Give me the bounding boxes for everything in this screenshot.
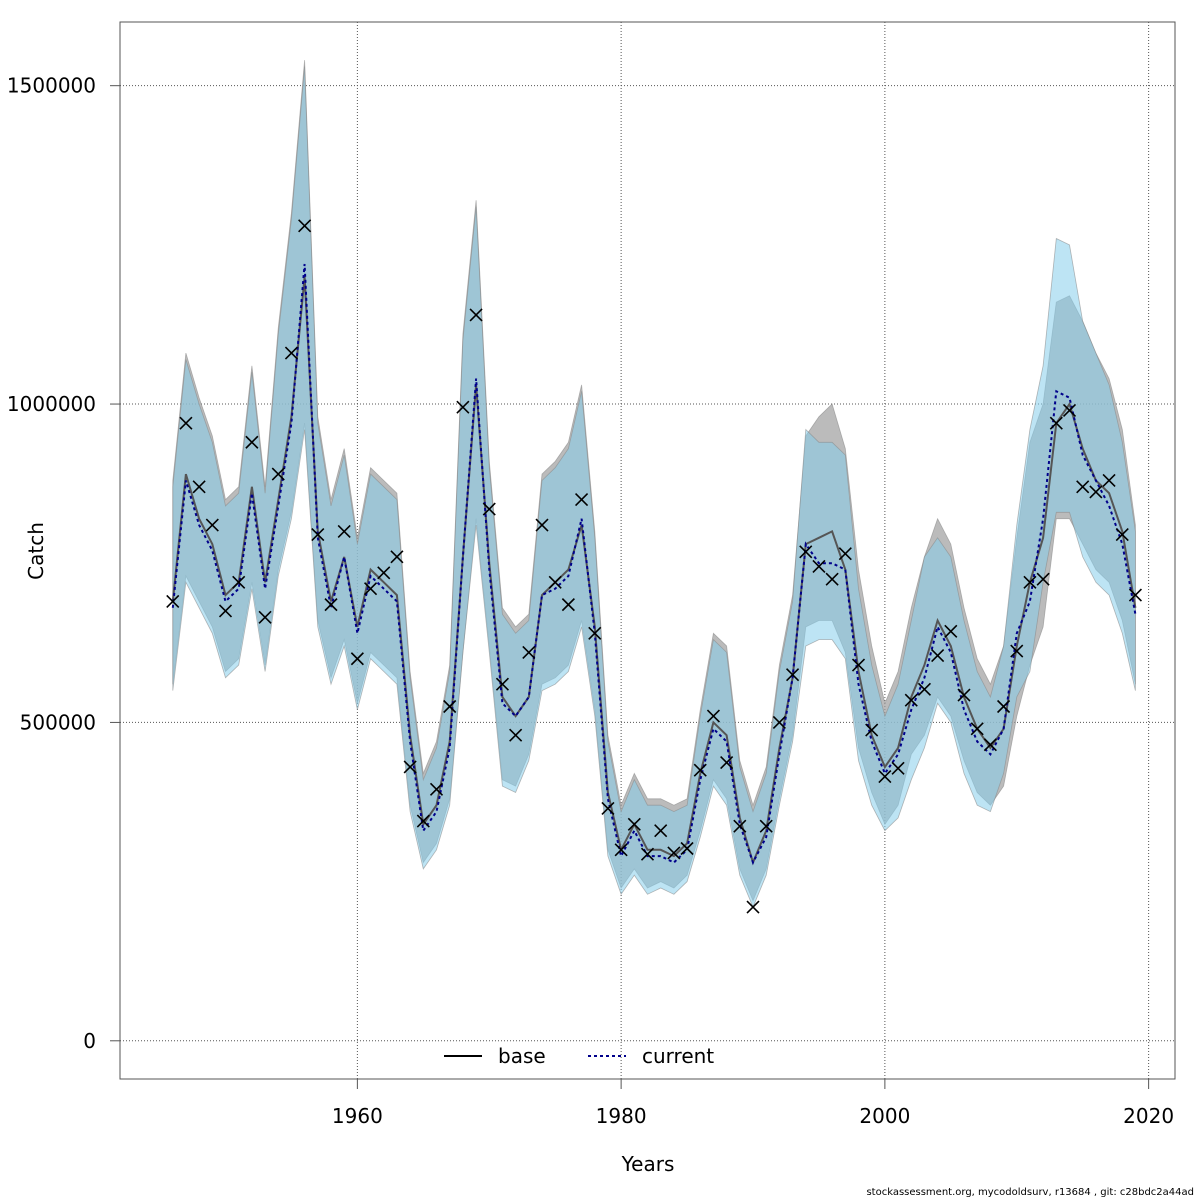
- observed-point: [957, 688, 971, 702]
- y-axis-title: Catch: [24, 522, 48, 580]
- y-tick-label: 0: [83, 1029, 96, 1053]
- x-tick-label: 2020: [1123, 1104, 1174, 1128]
- observed-point: [522, 645, 536, 659]
- observed-points: [166, 219, 1143, 914]
- observed-point: [1076, 480, 1090, 494]
- observed-point: [179, 416, 193, 430]
- observed-point: [429, 782, 444, 796]
- observed-point: [232, 575, 246, 589]
- observed-point: [838, 547, 852, 561]
- observed-point: [640, 847, 655, 861]
- observed-point: [377, 566, 391, 580]
- observed-point: [1010, 644, 1024, 658]
- observed-point: [1089, 485, 1103, 499]
- observed-point: [561, 598, 575, 612]
- observed-point: [456, 400, 470, 414]
- series-lines: [171, 263, 1137, 866]
- observed-point: [746, 900, 760, 914]
- observed-point: [245, 435, 259, 449]
- y-tick-label: 1000000: [7, 392, 96, 416]
- line-base: [171, 276, 1137, 866]
- observed-point: [469, 308, 483, 322]
- observed-point: [825, 572, 839, 586]
- observed-point: [720, 755, 734, 770]
- observed-point: [1023, 575, 1037, 589]
- observed-point: [482, 502, 496, 516]
- observed-point: [258, 610, 272, 624]
- legend: base current: [444, 1044, 714, 1068]
- observed-point: [416, 814, 430, 828]
- observed-point: [667, 846, 681, 860]
- observed-point: [390, 550, 404, 564]
- observed-point: [891, 761, 905, 775]
- band-current: [172, 66, 1136, 909]
- observed-point: [192, 480, 206, 494]
- x-tick-label: 1980: [596, 1104, 647, 1128]
- observed-point: [904, 693, 918, 707]
- observed-point: [403, 760, 417, 774]
- observed-point: [1102, 473, 1116, 488]
- observed-point: [1128, 588, 1143, 602]
- observed-point: [680, 841, 694, 856]
- observed-point: [298, 219, 312, 233]
- observed-point: [1036, 572, 1050, 586]
- observed-point: [983, 738, 997, 752]
- observed-point: [851, 658, 866, 672]
- observed-point: [917, 682, 932, 696]
- observed-point: [614, 843, 628, 857]
- observed-point: [931, 648, 945, 663]
- legend-base-label: base: [498, 1044, 546, 1068]
- y-axis: 0 500000 1000000 1500000: [7, 74, 120, 1053]
- observed-point: [706, 709, 721, 723]
- observed-point: [693, 763, 707, 777]
- x-tick-label: 2000: [859, 1104, 910, 1128]
- footer-credit: stockassessment.org, mycodoldsurv, r1368…: [866, 1187, 1194, 1198]
- observed-point: [799, 545, 813, 559]
- observed-point: [588, 626, 602, 640]
- observed-point: [574, 492, 589, 507]
- observed-point: [733, 819, 747, 833]
- observed-point: [654, 824, 668, 838]
- observed-point: [944, 624, 958, 638]
- line-current: [171, 263, 1137, 866]
- observed-point: [601, 801, 615, 815]
- x-tick-label: 1960: [332, 1104, 383, 1128]
- observed-point: [759, 819, 773, 833]
- observed-point: [271, 467, 285, 481]
- observed-point: [218, 604, 233, 618]
- observed-point: [443, 699, 457, 714]
- observed-point: [205, 518, 219, 532]
- observed-point: [166, 594, 180, 609]
- observed-point: [495, 677, 510, 691]
- observed-point: [996, 699, 1011, 714]
- observed-point: [627, 817, 641, 831]
- observed-point: [812, 559, 826, 573]
- observed-point: [772, 715, 786, 729]
- observed-point: [337, 524, 351, 538]
- observed-point: [363, 582, 378, 596]
- plot-frame: [119, 21, 1176, 1080]
- observed-point: [865, 723, 879, 737]
- confidence-bands: [172, 60, 1136, 909]
- observed-point: [1062, 403, 1077, 417]
- observed-point: [509, 728, 523, 742]
- observed-point: [548, 575, 562, 589]
- observed-point: [1115, 528, 1129, 542]
- observed-point: [324, 598, 338, 612]
- observed-point: [1049, 416, 1063, 430]
- observed-point: [785, 668, 800, 682]
- legend-current-label: current: [642, 1044, 714, 1068]
- y-tick-label: 500000: [20, 710, 96, 734]
- observed-point: [284, 346, 299, 360]
- observed-point: [970, 722, 984, 736]
- x-axis-title: Years: [621, 1152, 675, 1176]
- observed-point: [535, 518, 549, 532]
- observed-point: [878, 769, 892, 784]
- observed-point: [311, 528, 325, 542]
- observed-point: [350, 652, 364, 666]
- x-axis: 1960 1980 2000 2020: [332, 1079, 1174, 1128]
- y-tick-label: 1500000: [7, 74, 96, 98]
